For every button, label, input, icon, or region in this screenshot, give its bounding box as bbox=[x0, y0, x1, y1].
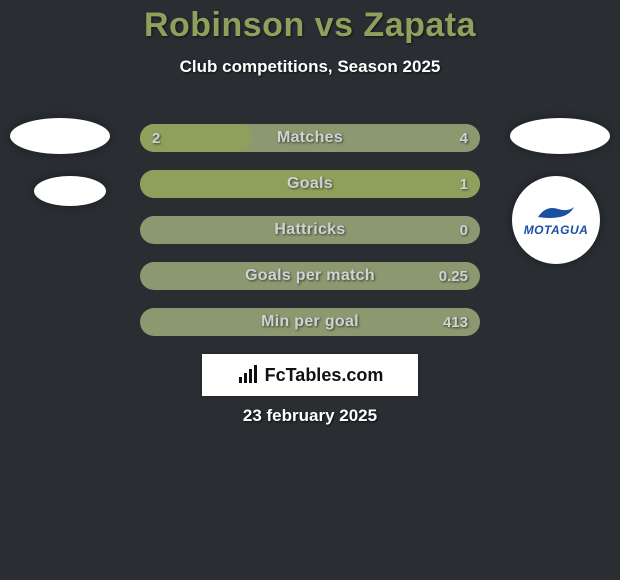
bar-chart-icon bbox=[237, 364, 259, 386]
player-right-avatar-1 bbox=[510, 118, 610, 154]
player-left-avatar-2 bbox=[34, 176, 106, 206]
stat-bar: Min per goal413 bbox=[140, 308, 480, 336]
stat-label: Hattricks bbox=[140, 216, 480, 244]
eagle-icon bbox=[536, 203, 576, 221]
stat-label: Goals per match bbox=[140, 262, 480, 290]
stat-bar: 2Matches4 bbox=[140, 124, 480, 152]
team-right-logo: MOTAGUA bbox=[512, 176, 600, 264]
stat-bars: 2Matches4 Goals1 Hattricks0 Goals per match… bbox=[140, 124, 480, 354]
stat-value-right: 1 bbox=[460, 170, 468, 198]
stat-value-right: 4 bbox=[460, 124, 468, 152]
stat-bar: Goals1 bbox=[140, 170, 480, 198]
stat-label: Matches bbox=[140, 124, 480, 152]
stat-bar: Hattricks0 bbox=[140, 216, 480, 244]
brand-box: FcTables.com bbox=[202, 354, 418, 396]
stat-value-right: 0 bbox=[460, 216, 468, 244]
stat-label: Min per goal bbox=[140, 308, 480, 336]
player-left-avatar-1 bbox=[10, 118, 110, 154]
stat-value-right: 413 bbox=[443, 308, 468, 336]
page-title: Robinson vs Zapata bbox=[0, 0, 620, 45]
stat-value-right: 0.25 bbox=[439, 262, 468, 290]
page-subtitle: Club competitions, Season 2025 bbox=[0, 57, 620, 77]
page-root: Robinson vs Zapata Club competitions, Se… bbox=[0, 0, 620, 580]
stat-label: Goals bbox=[140, 170, 480, 198]
brand-text: FcTables.com bbox=[265, 365, 384, 386]
footer-date: 23 february 2025 bbox=[0, 406, 620, 426]
team-right-name: MOTAGUA bbox=[524, 223, 589, 237]
stat-bar: Goals per match0.25 bbox=[140, 262, 480, 290]
